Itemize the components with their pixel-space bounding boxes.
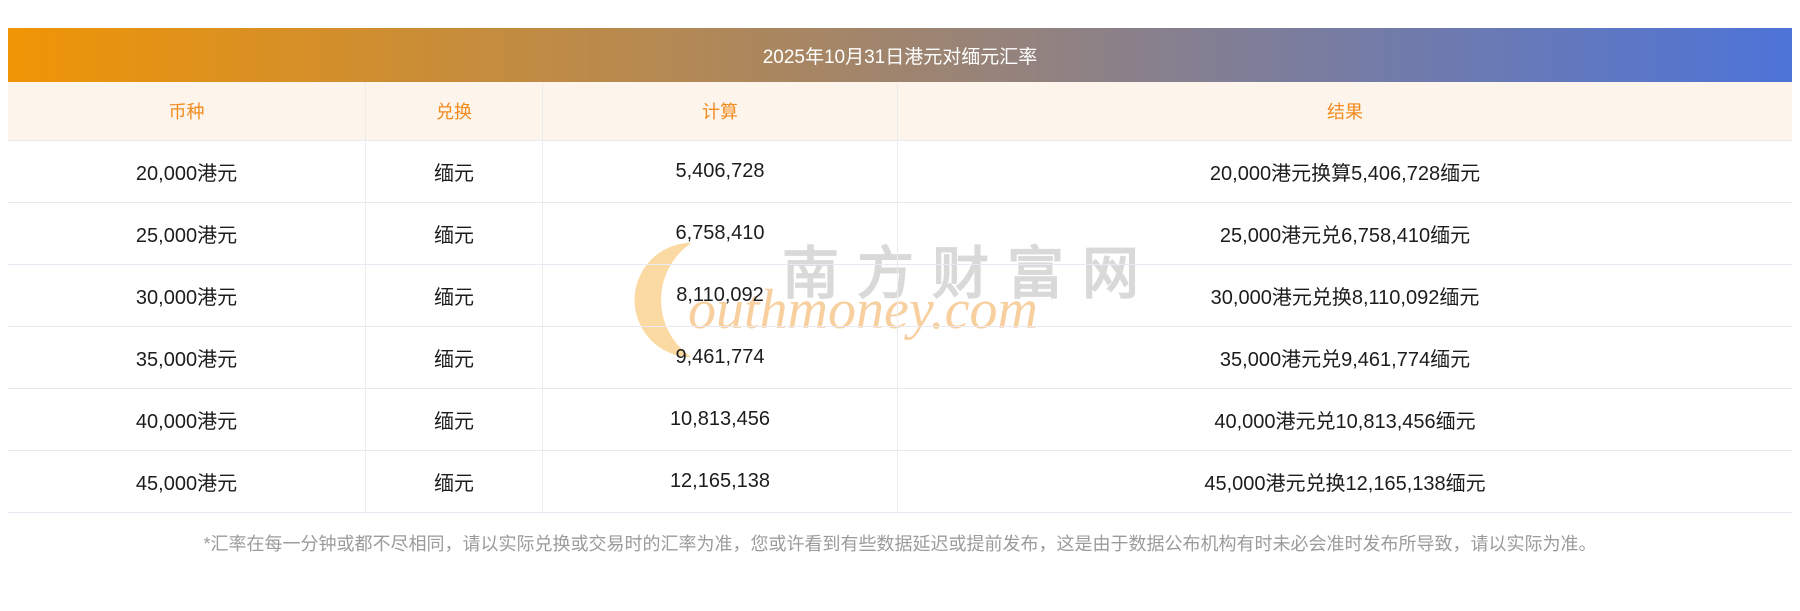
cell-amount: 35,000港元 xyxy=(8,327,366,388)
header-calc: 计算 xyxy=(543,82,898,140)
exchange-rate-table: 币种 兑换 计算 结果 20,000港元 缅元 5,406,728 20,000… xyxy=(8,82,1792,513)
header-exchange: 兑换 xyxy=(366,82,543,140)
cell-result: 40,000港元兑10,813,456缅元 xyxy=(1214,411,1476,433)
cell-calc: 10,813,456 xyxy=(543,389,898,450)
cell-result: 45,000港元兑换12,165,138缅元 xyxy=(1204,473,1486,495)
table-header-row: 币种 兑换 计算 结果 xyxy=(8,82,1792,140)
cell-result: 30,000港元兑换8,110,092缅元 xyxy=(1210,287,1480,309)
cell-to: 缅元 xyxy=(366,265,543,326)
cell-to: 缅元 xyxy=(366,327,543,388)
cell-amount: 20,000港元 xyxy=(8,141,366,202)
cell-result: 20,000港元换算5,406,728缅元 xyxy=(1209,163,1481,185)
table-row: 45,000港元 缅元 12,165,138 45,000港元兑换12,165,… xyxy=(8,450,1792,512)
cell-to: 缅元 xyxy=(366,141,543,202)
table-row: 30,000港元 缅元 8,110,092 30,000港元兑换8,110,09… xyxy=(8,264,1792,326)
cell-result: 35,000港元兑9,461,774缅元 xyxy=(1219,349,1471,371)
title-bar: 2025年10月31日港元对缅元汇率 xyxy=(8,28,1792,82)
cell-calc: 9,461,774 xyxy=(543,327,898,388)
table-row: 35,000港元 缅元 9,461,774 35,000港元兑9,461,774… xyxy=(8,326,1792,388)
cell-calc: 5,406,728 xyxy=(543,141,898,202)
cell-result: 25,000港元兑6,758,410缅元 xyxy=(1219,225,1471,247)
table-row: 20,000港元 缅元 5,406,728 20,000港元换算5,406,72… xyxy=(8,140,1792,202)
table-row: 25,000港元 缅元 6,758,410 25,000港元兑6,758,410… xyxy=(8,202,1792,264)
cell-calc: 12,165,138 xyxy=(543,451,898,512)
header-currency: 币种 xyxy=(8,82,366,140)
header-result: 结果 xyxy=(1327,102,1363,122)
cell-amount: 40,000港元 xyxy=(8,389,366,450)
cell-to: 缅元 xyxy=(366,389,543,450)
cell-amount: 25,000港元 xyxy=(8,203,366,264)
disclaimer-text: *汇率在每一分钟或都不尽相同，请以实际兑换或交易时的汇率为准，您或许看到有些数据… xyxy=(203,534,1597,554)
cell-amount: 45,000港元 xyxy=(8,451,366,512)
page-title: 2025年10月31日港元对缅元汇率 xyxy=(762,46,1038,68)
cell-calc: 6,758,410 xyxy=(543,203,898,264)
table-row: 40,000港元 缅元 10,813,456 40,000港元兑10,813,4… xyxy=(8,388,1792,450)
cell-calc: 8,110,092 xyxy=(543,265,898,326)
cell-amount: 30,000港元 xyxy=(8,265,366,326)
cell-to: 缅元 xyxy=(366,203,543,264)
cell-to: 缅元 xyxy=(366,451,543,512)
